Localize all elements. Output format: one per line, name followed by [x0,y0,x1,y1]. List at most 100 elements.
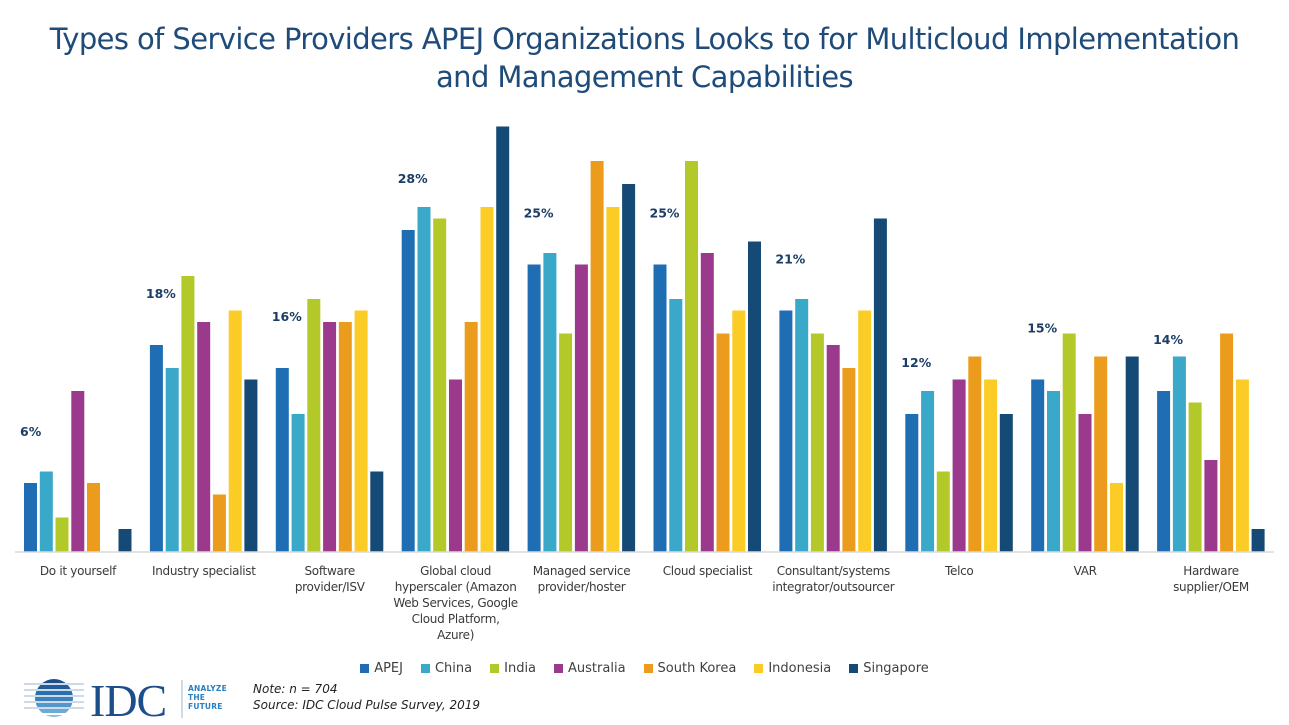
bar-australia-5 [700,253,714,552]
bar-china-7 [921,391,935,552]
chart-title-line-2: and Management Capabilities [436,60,854,94]
category-label-line: Software [304,564,355,578]
legend: APEJ China India Australia South Korea Indone… [0,661,1289,676]
bar-singapore-2 [370,471,384,552]
legend-swatch [849,664,859,673]
category-label: Consultant/systems integrator/outsourcer [766,563,900,595]
sample-size-note: Note: n = 704 [253,682,338,696]
category-label-line: provider/ISV [294,580,365,594]
data-label-apej: 6% [20,424,42,439]
bar-singapore-3 [496,126,510,552]
bar-australia-1 [197,322,211,552]
bar-singapore-0 [118,529,132,552]
data-label-apej: 18% [146,286,176,301]
bar-china-9 [1172,356,1186,552]
bar-china-2 [291,414,305,552]
category-label-line: Hardware [1183,564,1239,578]
bar-singapore-8 [1125,356,1139,552]
bar-china-6 [795,299,809,552]
bar-australia-9 [1204,460,1218,552]
category-label: Managed service provider/hoster [515,563,649,595]
category-label-line: Managed service [532,564,631,578]
chart-title-line-1: Types of Service Providers APEJ Organiza… [49,22,1240,56]
legend-swatch [420,664,430,673]
bar-india-3 [433,218,447,552]
bar-apej-4 [527,264,541,552]
category-label: Do it yourself [11,563,145,579]
category-label-line: supplier/OEM [1173,580,1249,594]
bar-apej-1 [149,345,163,552]
legend-swatch [490,664,500,673]
legend-item-south-korea: South Korea [643,661,736,676]
bar-south-korea-1 [212,494,226,552]
data-label-apej: 28% [398,171,428,186]
bar-china-5 [669,299,683,552]
chart-title: Types of Service Providers APEJ Organiza… [0,20,1289,96]
bar-apej-2 [275,368,289,552]
logo-brand-text: IDC [90,676,166,720]
bar-australia-6 [826,345,840,552]
bar-australia-7 [952,379,966,552]
category-label: Hardware supplier/OEM [1144,563,1278,595]
bar-south-korea-3 [464,322,478,552]
data-label-apej: 21% [775,252,805,267]
bar-south-korea-5 [716,333,730,552]
bar-apej-7 [905,414,919,552]
bar-india-1 [181,276,195,552]
legend-item-australia: Australia [554,661,626,676]
data-label-apej: 25% [650,206,680,221]
bar-apej-9 [1157,391,1171,552]
category-label-line: Industry specialist [152,564,256,578]
bar-china-1 [165,368,179,552]
bar-indonesia-1 [228,310,242,552]
bar-india-9 [1188,402,1202,552]
bar-singapore-1 [244,379,258,552]
logo-tagline-line-1: ANALYZE [188,684,227,693]
category-label: Industry specialist [137,563,271,579]
bar-apej-6 [779,310,793,552]
category-label-line: Consultant/systems [776,564,890,578]
category-label-line: Global cloud [420,564,492,578]
legend-label: Singapore [863,661,929,676]
bar-australia-3 [449,379,462,552]
bar-australia-8 [1078,414,1092,552]
category-label-line: Web Services, Google [393,596,518,610]
bar-south-korea-8 [1094,356,1108,552]
legend-item-apej: APEJ [360,661,403,676]
bar-china-4 [543,253,557,552]
category-label-line: Telco [945,564,974,578]
logo-tagline-line-2: THE [188,693,206,702]
bar-india-4 [559,333,573,552]
data-label-apej: 14% [1153,332,1183,347]
bar-india-6 [810,333,824,552]
bars-layer [24,126,1265,552]
bar-indonesia-6 [858,310,872,552]
data-label-apej: 12% [901,355,931,370]
bar-china-3 [417,207,431,552]
category-label: VAR [1018,563,1152,579]
bar-china-8 [1047,391,1060,552]
bar-indonesia-8 [1110,483,1123,552]
bar-india-0 [55,517,69,552]
bar-south-korea-6 [842,368,856,552]
bar-indonesia-9 [1235,379,1249,552]
data-label-apej: 16% [272,309,302,324]
legend-item-india: India [490,661,536,676]
bar-south-korea-9 [1220,333,1234,552]
bar-south-korea-4 [590,161,604,552]
bar-south-korea-0 [87,483,100,552]
category-label: Software provider/ISV [263,563,397,595]
bar-apej-5 [653,264,667,552]
source-note: Source: IDC Cloud Pulse Survey, 2019 [253,698,481,712]
legend-label: India [504,661,537,676]
footer: IDC ANALYZE THE FUTURE Note: n = 704 Sou… [22,676,522,720]
legend-label: APEJ [374,661,403,676]
bar-south-korea-2 [338,322,352,552]
category-label-line: Cloud Platform, [411,612,500,626]
category-label-line: Cloud specialist [662,564,753,578]
bar-india-5 [685,161,698,552]
bar-apej-8 [1031,379,1045,552]
bar-chart: 6% 18% 16% 28% 25% 25% 21% 12% 15% 14% [15,126,1274,553]
category-label-line: Do it yourself [39,564,117,578]
legend-item-china: China [420,661,472,676]
